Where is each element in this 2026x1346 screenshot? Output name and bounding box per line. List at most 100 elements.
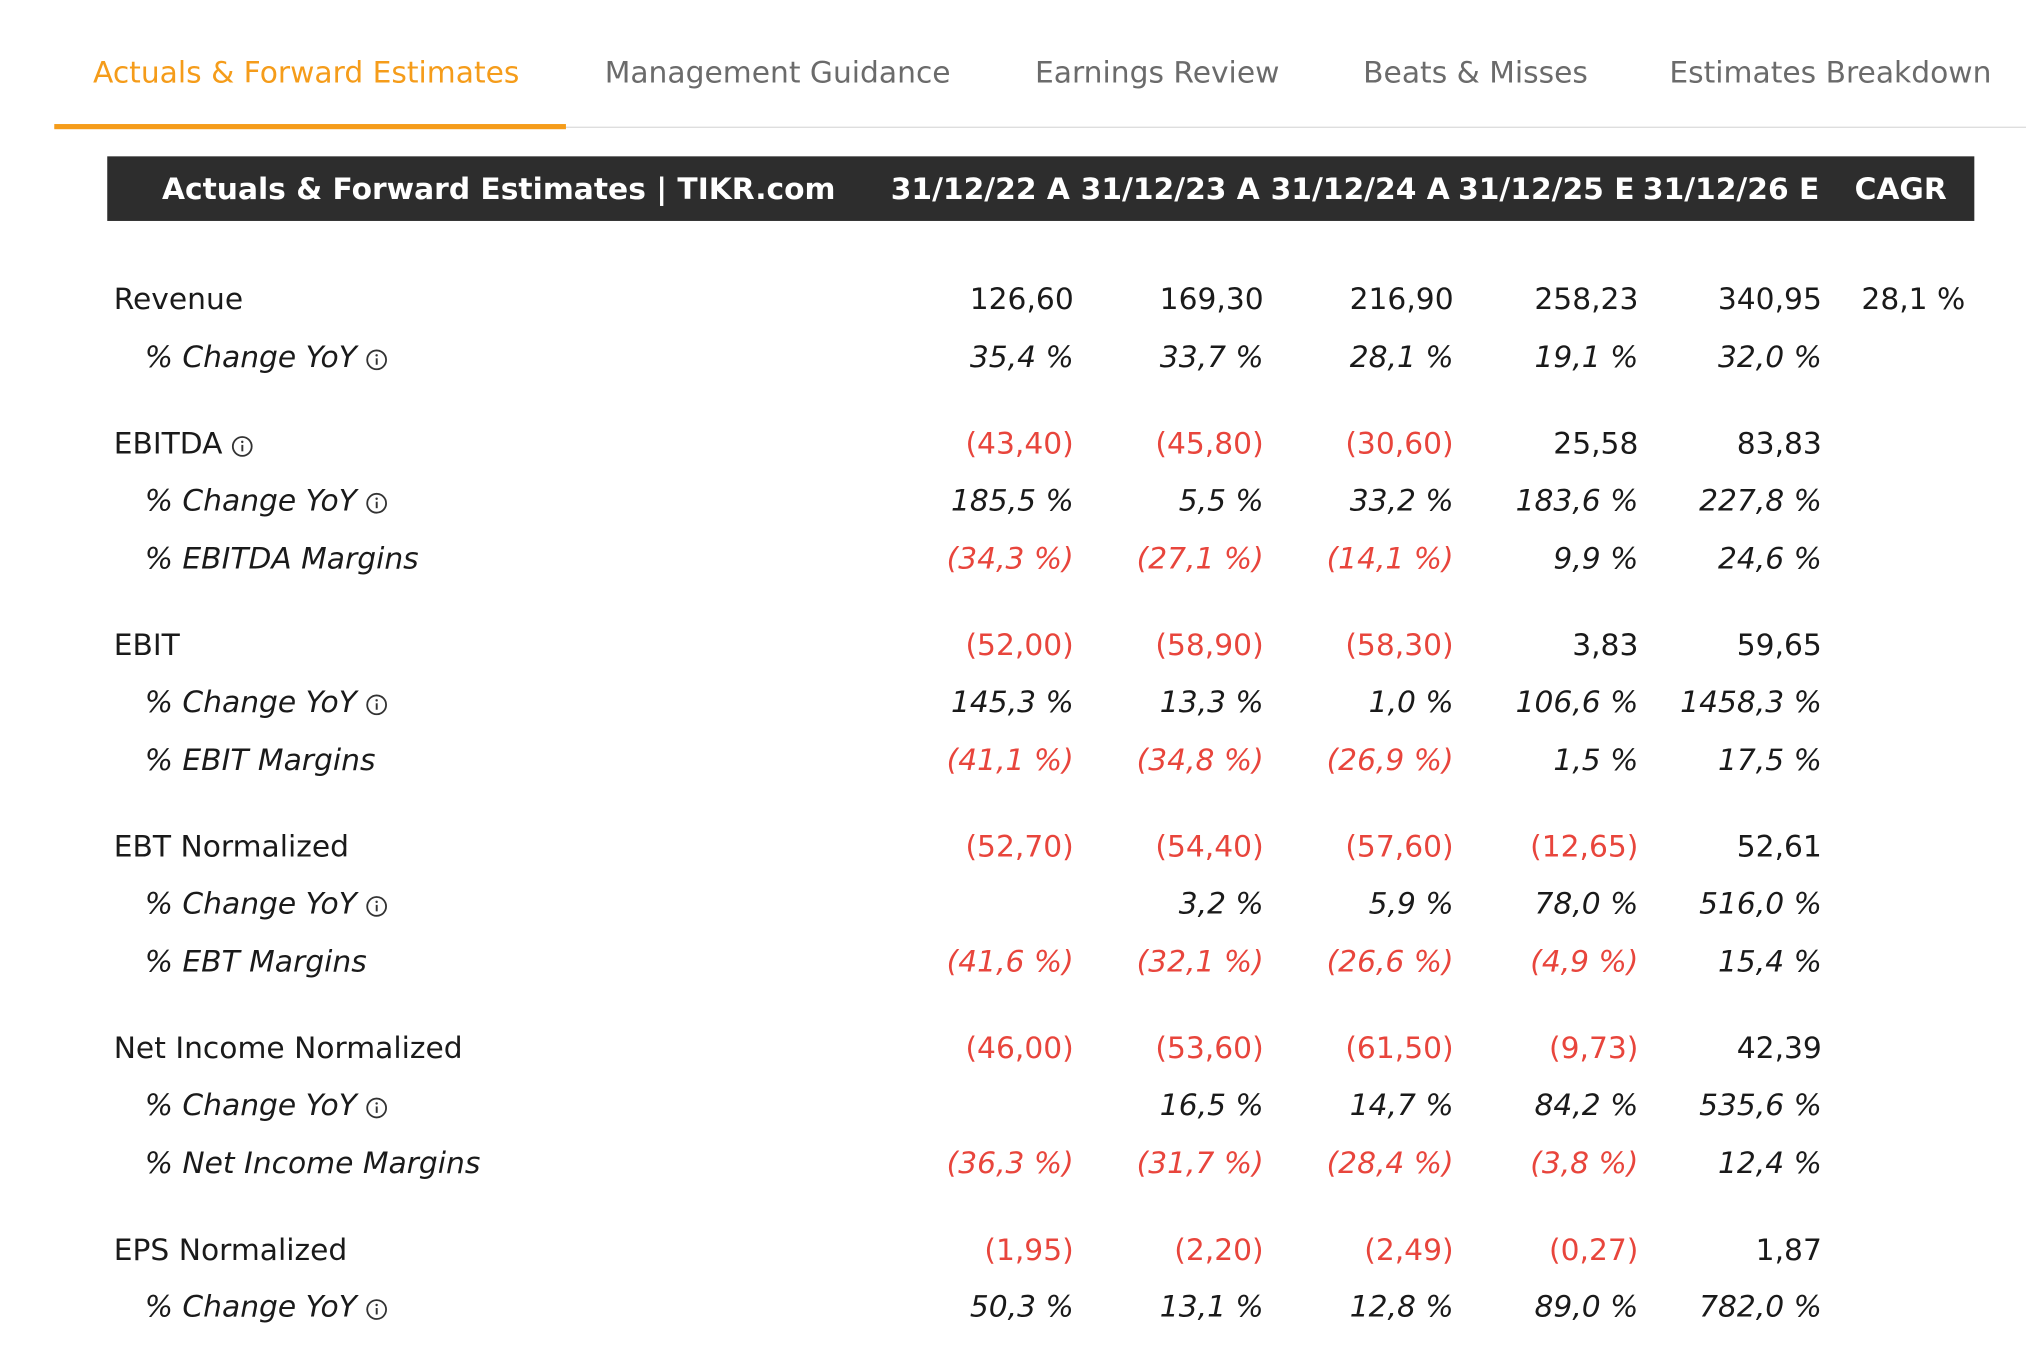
cell-value: (2,49) — [1364, 1233, 1454, 1267]
row-label: % Change YoY — [144, 1089, 357, 1123]
info-icon[interactable] — [366, 694, 388, 716]
cell-value: 16,5 % — [1159, 1089, 1264, 1123]
cell-value: 83,83 — [1736, 427, 1822, 461]
tab[interactable]: Actuals & Forward Estimates — [93, 56, 520, 91]
cell-value: 17,5 % — [1717, 743, 1822, 778]
cell-value: (34,8 %) — [1136, 743, 1264, 778]
info-icon[interactable] — [366, 492, 388, 514]
tab[interactable]: Management Guidance — [604, 56, 951, 91]
cell-value: (4,9 %) — [1530, 945, 1639, 979]
cell-value: (58,90) — [1155, 628, 1264, 663]
row-label: % Change YoY — [144, 686, 357, 720]
row-label: % Change YoY — [144, 887, 357, 922]
cell-value: 258,23 — [1534, 282, 1639, 317]
cell-value: 1,0 % — [1368, 686, 1454, 720]
cell-value: 340,95 — [1717, 282, 1822, 317]
cell-value: (52,70) — [965, 830, 1074, 864]
cell-value: 126,60 — [969, 282, 1074, 317]
cell-value: 13,3 % — [1159, 686, 1264, 720]
cell-value: (41,1 %) — [946, 743, 1074, 778]
row-label: EBITDA — [113, 427, 223, 461]
cell-value: (57,60) — [1345, 830, 1454, 864]
cell-value: 106,6 % — [1515, 686, 1639, 720]
cell-value: (31,7 %) — [1136, 1146, 1264, 1181]
cell-value: 52,61 — [1736, 830, 1822, 864]
cell-value: 13,1 % — [1159, 1290, 1264, 1325]
cell-value: (9,73) — [1549, 1031, 1639, 1066]
cell-value: 1458,3 % — [1680, 686, 1822, 720]
cell-value: 25,58 — [1553, 427, 1639, 461]
row-label: Revenue — [113, 282, 244, 317]
cell-value: (27,1 %) — [1136, 542, 1264, 576]
table-title: Actuals & Forward Estimates | TIKR.com — [161, 173, 836, 207]
column-header: CAGR — [1854, 173, 1947, 207]
column-header: 31/12/24 A — [1270, 173, 1450, 207]
cell-value: 5,9 % — [1368, 887, 1454, 922]
info-icon[interactable] — [366, 895, 388, 917]
tab-rule — [54, 126, 2026, 128]
tab[interactable]: Earnings Review — [1034, 56, 1280, 91]
cell-value: 516,0 % — [1699, 887, 1822, 922]
row-label: % Change YoY — [144, 484, 357, 519]
header-bar — [107, 156, 1975, 221]
cell-value: (14,1 %) — [1326, 542, 1454, 576]
cell-value: (32,1 %) — [1136, 945, 1264, 979]
row-label: EPS Normalized — [113, 1233, 348, 1267]
cell-value: 3,2 % — [1178, 887, 1264, 922]
cell-value: 50,3 % — [969, 1290, 1074, 1325]
cell-value: (58,30) — [1345, 628, 1454, 663]
cell-value: 32,0 % — [1717, 340, 1822, 375]
cell-value: 28,1 % — [1861, 282, 1966, 317]
info-icon[interactable] — [366, 1299, 388, 1321]
tab[interactable]: Beats & Misses — [1363, 56, 1588, 91]
cell-value: 84,2 % — [1534, 1089, 1639, 1123]
cell-value: (3,8 %) — [1530, 1146, 1639, 1181]
row-label: % Change YoY — [144, 340, 357, 375]
cell-value: 5,5 % — [1178, 484, 1264, 519]
cell-value: 19,1 % — [1534, 340, 1639, 375]
column-header: 31/12/22 A — [890, 173, 1070, 207]
cell-value: (1,95) — [984, 1233, 1074, 1267]
cell-value: 183,6 % — [1515, 484, 1639, 519]
cell-value: 12,4 % — [1717, 1146, 1822, 1181]
tab[interactable]: Estimates Breakdown — [1669, 56, 1992, 91]
cell-value: (26,6 %) — [1326, 945, 1454, 979]
row-label: EBT Normalized — [113, 830, 350, 864]
cell-value: (43,40) — [965, 427, 1074, 461]
cell-value: (45,80) — [1155, 427, 1264, 461]
cell-value: 15,4 % — [1717, 945, 1822, 979]
cell-value: (46,00) — [965, 1031, 1074, 1066]
cell-value: 227,8 % — [1699, 484, 1822, 519]
cell-value: 782,0 % — [1699, 1290, 1822, 1325]
column-header: 31/12/25 E — [1458, 173, 1635, 207]
cell-value: (53,60) — [1155, 1031, 1264, 1066]
cell-value: (26,9 %) — [1326, 743, 1454, 778]
column-header: 31/12/23 A — [1080, 173, 1260, 207]
tab-underline — [54, 124, 566, 130]
cell-value: (12,65) — [1530, 830, 1639, 864]
cell-value: 89,0 % — [1534, 1290, 1639, 1325]
row-label: % EBITDA Margins — [144, 542, 419, 576]
cell-value: 169,30 — [1159, 282, 1264, 317]
cell-value: (28,4 %) — [1326, 1146, 1454, 1181]
cell-value: (52,00) — [965, 628, 1074, 663]
cell-value: 185,5 % — [950, 484, 1074, 519]
row-label: % EBT Margins — [144, 945, 367, 979]
info-icon[interactable] — [366, 1097, 388, 1119]
column-header: 31/12/26 E — [1642, 173, 1820, 207]
row-label: % EBIT Margins — [144, 743, 376, 778]
cell-value: (30,60) — [1345, 427, 1454, 461]
cell-value: 33,2 % — [1349, 484, 1454, 519]
cell-value: 78,0 % — [1534, 887, 1639, 922]
cell-value: 535,6 % — [1699, 1089, 1822, 1123]
cell-value: 24,6 % — [1717, 542, 1822, 576]
cell-value: 145,3 % — [950, 686, 1074, 720]
info-icon[interactable] — [366, 348, 388, 370]
cell-value: (2,20) — [1174, 1233, 1264, 1267]
row-label: % Net Income Margins — [144, 1146, 481, 1181]
info-icon[interactable] — [232, 435, 254, 457]
cell-value: (41,6 %) — [946, 945, 1074, 979]
cell-value: (61,50) — [1345, 1031, 1454, 1066]
